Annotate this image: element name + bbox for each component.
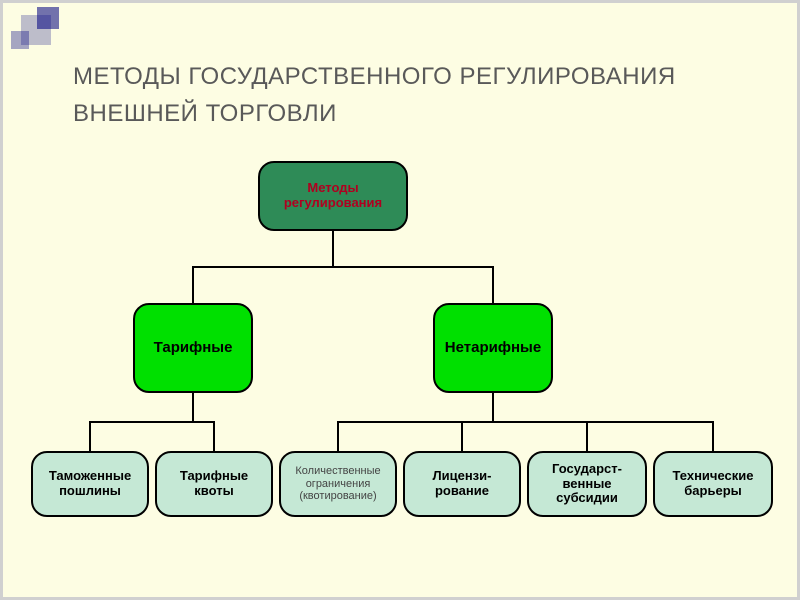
tree-node-label: Тарифные xyxy=(154,339,233,356)
tree-node-label: Нетарифные xyxy=(445,339,541,356)
tree-node-root: Методы регулирования xyxy=(258,161,408,231)
tree-edge xyxy=(193,393,214,451)
tree-edge xyxy=(493,393,587,451)
tree-node-label: Количественные ограничения (квотирование… xyxy=(285,465,391,503)
tree-node-label: Тарифные квоты xyxy=(161,469,267,499)
tree-edge xyxy=(462,393,493,451)
tree-node-label: Таможенные пошлины xyxy=(37,469,143,499)
tree-edge xyxy=(338,393,493,451)
tree-node-tariff: Тарифные xyxy=(133,303,253,393)
tree-edge xyxy=(193,231,333,303)
tree-edge xyxy=(90,393,193,451)
tree-node-l4: Лицензи-рование xyxy=(403,451,521,517)
slide: МЕТОДЫ ГОСУДАРСТВЕННОГО РЕГУЛИРОВАНИЯ ВН… xyxy=(0,0,800,600)
tree-node-l6: Технические барьеры xyxy=(653,451,773,517)
tree-node-label: Лицензи-рование xyxy=(409,469,515,499)
tree-edge xyxy=(333,231,493,303)
tree-node-label: Государст-венные субсидии xyxy=(533,462,641,507)
tree-node-l2: Тарифные квоты xyxy=(155,451,273,517)
tree-edge xyxy=(493,393,713,451)
tree-node-l5: Государст-венные субсидии xyxy=(527,451,647,517)
tree-node-label: Технические барьеры xyxy=(659,469,767,499)
tree-diagram: Методы регулирования Тарифные Нетарифные Та… xyxy=(3,3,800,600)
tree-node-l1: Таможенные пошлины xyxy=(31,451,149,517)
tree-node-label: Методы регулирования xyxy=(264,181,402,211)
tree-node-l3: Количественные ограничения (квотирование… xyxy=(279,451,397,517)
tree-node-nontariff: Нетарифные xyxy=(433,303,553,393)
